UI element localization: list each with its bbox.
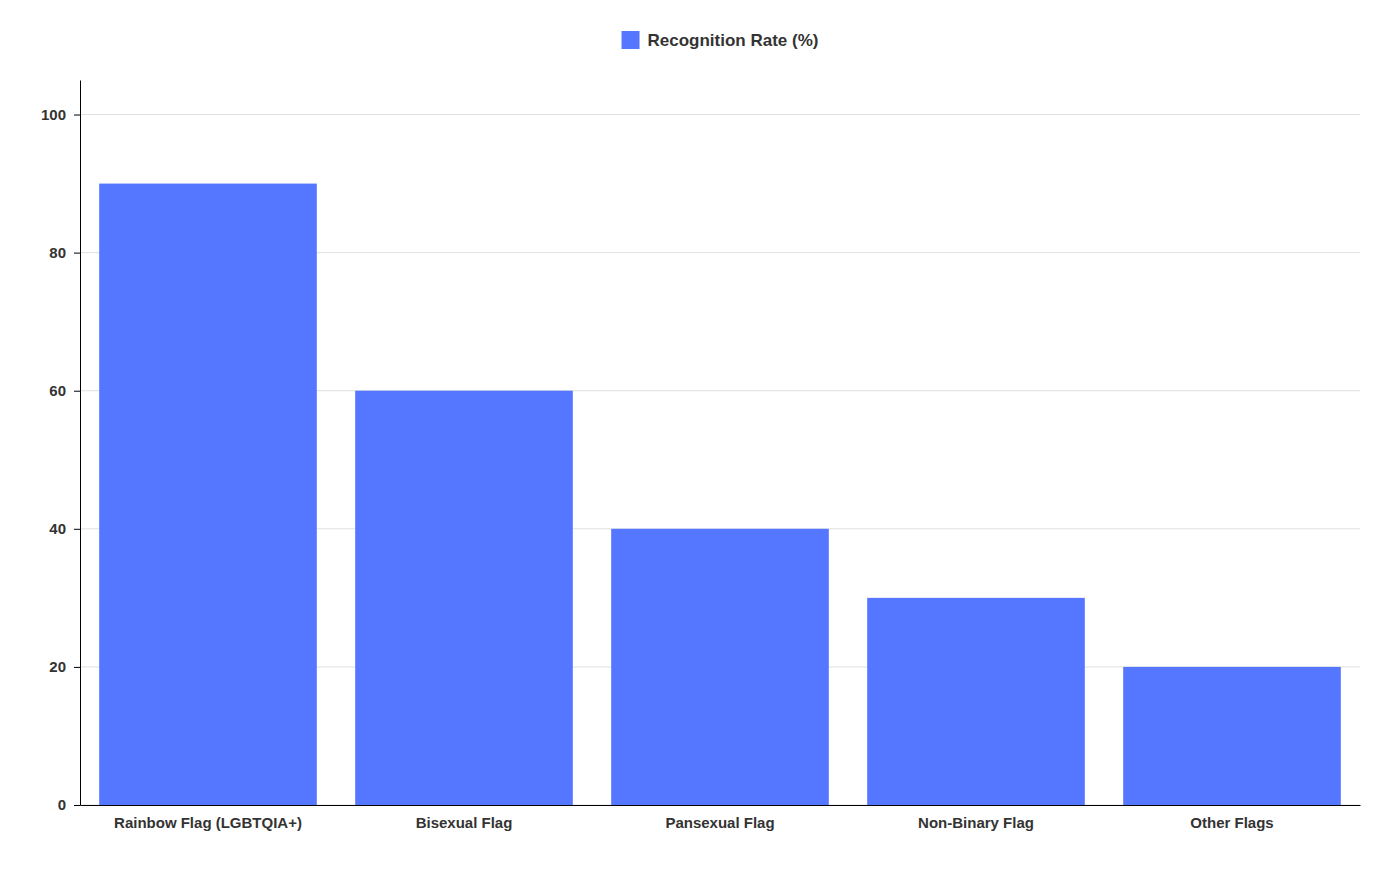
grid-line bbox=[80, 114, 1360, 115]
y-tick: 40 bbox=[49, 520, 80, 537]
legend: Recognition Rate (%) bbox=[622, 31, 819, 50]
x-tick: Rainbow Flag (LGBTQIA+) bbox=[114, 814, 302, 831]
y-tick-mark bbox=[74, 529, 80, 530]
y-tick-label: 80 bbox=[49, 244, 66, 261]
x-tick: Bisexual Flag bbox=[416, 814, 513, 831]
y-tick: 0 bbox=[58, 796, 80, 813]
y-tick-mark bbox=[74, 253, 80, 254]
grid bbox=[80, 115, 1360, 805]
legend-swatch bbox=[622, 31, 640, 49]
x-tick-label: Bisexual Flag bbox=[416, 814, 513, 831]
y-tick-mark bbox=[74, 391, 80, 392]
bar bbox=[99, 184, 317, 805]
y-tick-label: 60 bbox=[49, 382, 66, 399]
bar bbox=[355, 391, 573, 805]
y-axis-line bbox=[80, 81, 81, 806]
y-tick: 100 bbox=[41, 106, 80, 123]
y-tick: 80 bbox=[49, 244, 80, 261]
x-tick: Non-Binary Flag bbox=[918, 814, 1034, 831]
x-axis-line bbox=[81, 805, 1361, 806]
x-axis: Rainbow Flag (LGBTQIA+) Bisexual Flag Pans… bbox=[81, 806, 1361, 831]
bars bbox=[99, 184, 1341, 805]
chart: Rainbow Flag (LGBTQIA+) Bisexual Flag Pans… bbox=[0, 0, 1400, 875]
x-tick-label: Pansexual Flag bbox=[665, 814, 774, 831]
legend-item: Recognition Rate (%) bbox=[622, 31, 819, 50]
y-tick-mark bbox=[74, 805, 80, 806]
bar bbox=[611, 529, 829, 805]
y-axis: 0 20 40 60 80 100 bbox=[41, 81, 81, 814]
y-tick-label: 40 bbox=[49, 520, 66, 537]
bar bbox=[867, 598, 1085, 805]
y-tick-mark bbox=[74, 115, 80, 116]
x-tick: Pansexual Flag bbox=[665, 814, 774, 831]
x-tick: Other Flags bbox=[1190, 814, 1273, 831]
bar bbox=[1123, 667, 1341, 805]
x-tick-label: Other Flags bbox=[1190, 814, 1273, 831]
x-tick-label: Non-Binary Flag bbox=[918, 814, 1034, 831]
y-tick-label: 20 bbox=[49, 658, 66, 675]
y-tick-label: 100 bbox=[41, 106, 66, 123]
plot: Rainbow Flag (LGBTQIA+) Bisexual Flag Pans… bbox=[41, 81, 1361, 831]
y-tick: 20 bbox=[49, 658, 80, 675]
x-tick-label: Rainbow Flag (LGBTQIA+) bbox=[114, 814, 302, 831]
y-tick-label: 0 bbox=[58, 796, 66, 813]
legend-label: Recognition Rate (%) bbox=[648, 31, 819, 50]
y-tick: 60 bbox=[49, 382, 80, 399]
y-tick-mark bbox=[74, 667, 80, 668]
